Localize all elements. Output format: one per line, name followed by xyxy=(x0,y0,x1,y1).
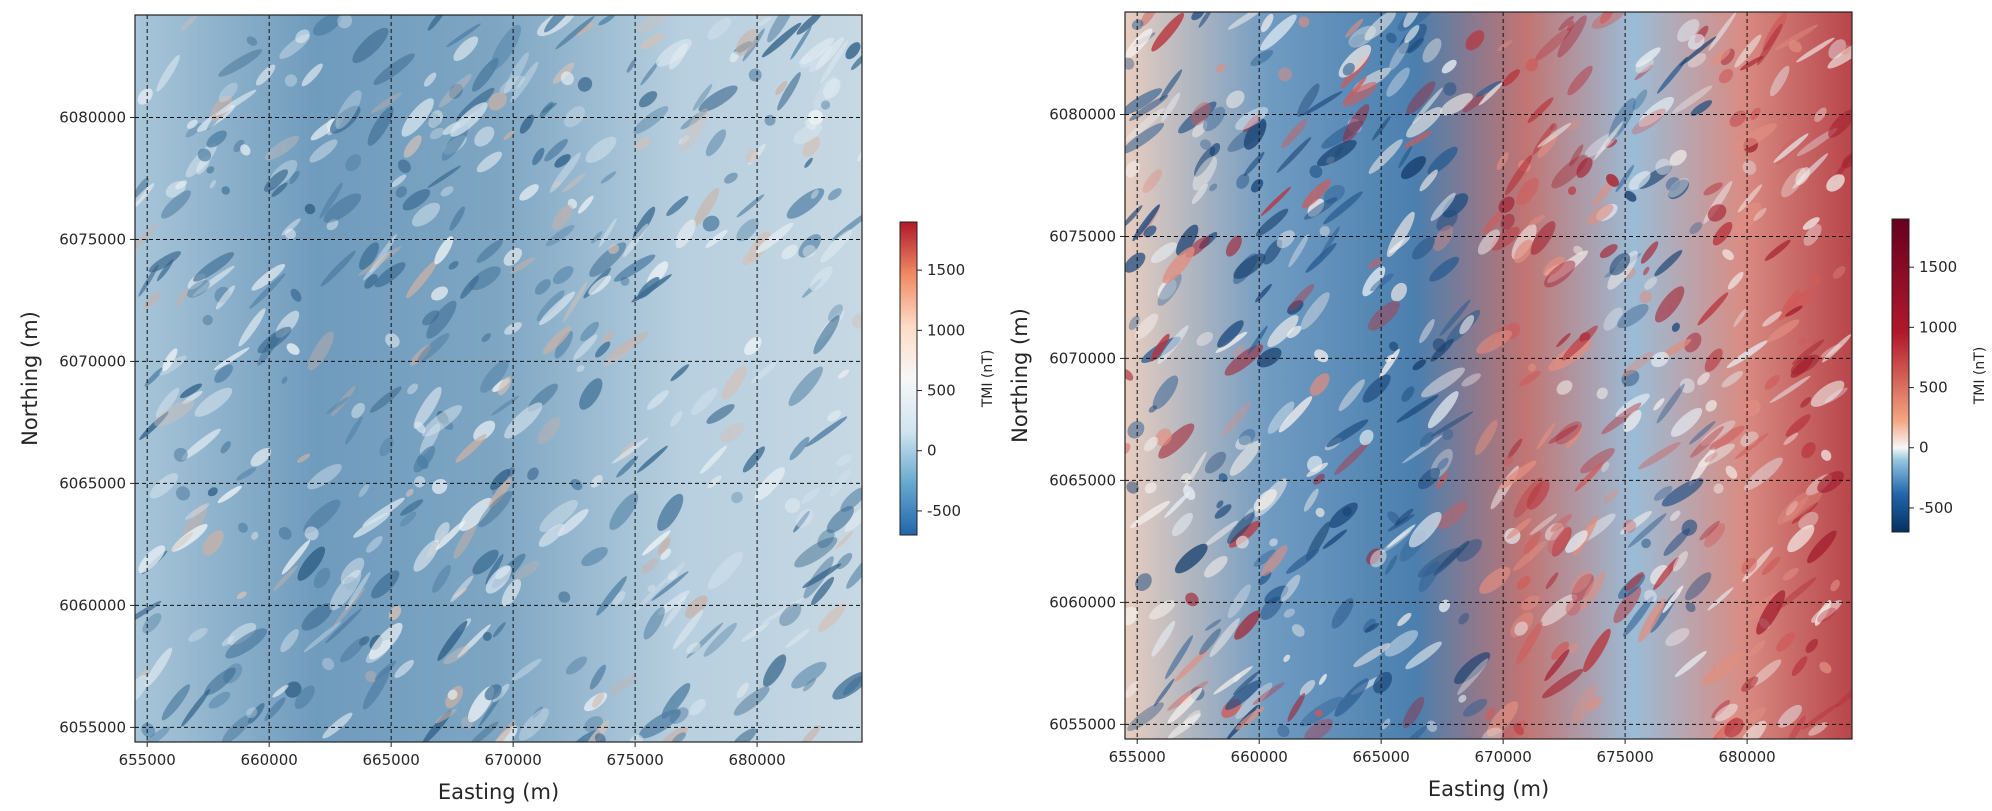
y-tick-label: 6075000 xyxy=(1049,227,1116,245)
colorbar-tick-label: 0 xyxy=(927,442,937,460)
x-tick-label: 660000 xyxy=(241,751,298,769)
x-tick-label: 670000 xyxy=(485,751,542,769)
y-axis-label: Northing (m) xyxy=(18,311,42,446)
colorbar-tick-label: -500 xyxy=(1919,499,1953,517)
y-tick-label: 6080000 xyxy=(59,108,126,126)
colorbar-tick-label: 1500 xyxy=(1919,258,1957,276)
x-tick-label: 655000 xyxy=(1109,748,1166,766)
colorbar: -500 0 500 1000 1500 TMI (nT) xyxy=(1891,218,1988,533)
colorbar-tick-label: 1000 xyxy=(1919,318,1957,336)
x-tick-label: 680000 xyxy=(728,751,785,769)
colorbar-label: TMI (nT) xyxy=(1972,347,1988,406)
axes-frame xyxy=(1124,11,1853,740)
colorbar-gradient xyxy=(899,221,918,536)
x-tick-label: 655000 xyxy=(119,751,176,769)
x-tick-label: 675000 xyxy=(1596,748,1653,766)
y-tick-label: 6060000 xyxy=(1049,593,1116,611)
y-tick-label: 6065000 xyxy=(1049,471,1116,489)
colorbar-tick-label: 0 xyxy=(1919,439,1929,457)
y-tick-label: 6080000 xyxy=(1049,105,1116,123)
colorbar-tick-label: 500 xyxy=(1919,379,1948,397)
y-tick-label: 6055000 xyxy=(59,718,126,736)
colorbar-gradient xyxy=(1891,218,1910,533)
y-tick-label: 6055000 xyxy=(1049,715,1116,733)
colorbar-tick-label: 500 xyxy=(927,382,956,400)
y-axis-label: Northing (m) xyxy=(1008,308,1032,443)
x-tick-label: 675000 xyxy=(606,751,663,769)
x-tick-label: 680000 xyxy=(1718,748,1775,766)
colorbar: -500 0 500 1000 1500 TMI (nT) xyxy=(899,221,996,536)
x-axis-label: Easting (m) xyxy=(438,780,559,804)
y-tick-label: 6075000 xyxy=(59,230,126,248)
colorbar-label: TMI (nT) xyxy=(980,350,996,409)
x-tick-label: 670000 xyxy=(1475,748,1532,766)
colorbar-tick-label: 1500 xyxy=(927,261,965,279)
y-tick-label: 6070000 xyxy=(59,352,126,370)
colorbar-tick-label: -500 xyxy=(927,502,961,520)
axes-frame xyxy=(134,14,863,743)
y-tick-label: 6070000 xyxy=(1049,349,1116,367)
tmi-field-image xyxy=(1125,12,1852,739)
x-tick-label: 665000 xyxy=(363,751,420,769)
x-axis-label: Easting (m) xyxy=(1428,777,1549,801)
grid xyxy=(1125,12,1852,739)
y-tick-label: 6060000 xyxy=(59,596,126,614)
panel-2: 655000 660000 665000 670000 675000 680000 6055… xyxy=(1008,11,1988,801)
x-tick-label: 660000 xyxy=(1231,748,1288,766)
y-tick-label: 6065000 xyxy=(59,474,126,492)
panel-1: 655000 660000 665000 670000 675000 680000 6055… xyxy=(18,14,996,804)
colorbar-tick-label: 1000 xyxy=(927,321,965,339)
grid xyxy=(135,15,862,742)
x-tick-label: 665000 xyxy=(1353,748,1410,766)
tmi-field-image xyxy=(135,15,862,742)
